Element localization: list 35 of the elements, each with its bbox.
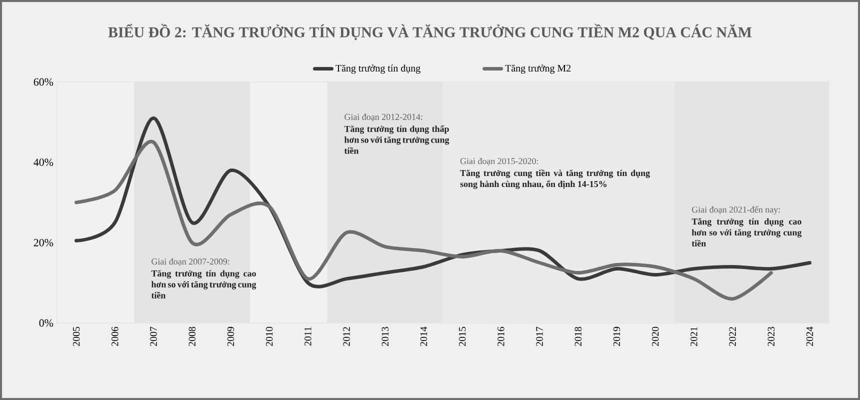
x-tick-label: 2009: [227, 326, 234, 346]
band-label: Giai đoạn 2021-đến nay:: [692, 206, 780, 214]
x-tick-label: 2012: [343, 327, 350, 346]
annotation: Tăng trưởng tín dụng cao hơn so với tăng trưởng cung tiền: [692, 218, 802, 246]
x-tick-label: 2011: [304, 327, 312, 346]
legend-label: Tăng trưởng M2: [505, 64, 571, 74]
y-tick-label: 60%: [34, 78, 54, 86]
x-tick-label: 2013: [382, 326, 388, 346]
x-tick-label: 2021: [690, 327, 698, 346]
x-tick-label: 2019: [613, 326, 620, 346]
legend-label: Tăng trưởng tín dụng: [336, 64, 420, 74]
x-tick-label: 2006: [112, 326, 118, 346]
annotation: Tăng trưởng tín dụng cao hơn so với tăng trưởng cung tiền: [151, 270, 256, 298]
x-tick-label: 2010: [266, 326, 273, 346]
x-tick-label: 2008: [188, 326, 196, 346]
chart-title: BIỂU ĐỒ 2: TĂNG TRƯỞNG TÍN DỤNG VÀ TĂNG TRƯỞNG CUNG TIỀN M2 QUA CÁC NĂM: [108, 24, 752, 40]
x-tick-label: 2015: [458, 326, 466, 346]
x-tick-label: 2007: [150, 326, 157, 346]
annotation: Tăng trưởng tín dụng thấp hơn so với tăng trưởng cung tiền: [344, 125, 450, 154]
y-tick-label: 0%: [39, 319, 54, 327]
x-tick-label: 2014: [420, 326, 428, 346]
x-tick-label: 2020: [652, 326, 659, 346]
x-tick-label: 2023: [768, 326, 774, 346]
x-tick-label: 2017: [536, 326, 543, 346]
x-tick-label: 2022: [729, 327, 736, 346]
y-tick-label: 40%: [34, 158, 54, 166]
x-tick-label: 2016: [498, 326, 504, 346]
annotation: Tăng trưởng cung tiền và tăng trưởng tín dụng song hành cùng nhau, ổn định 14-15%: [460, 169, 650, 189]
y-tick-label: 20%: [34, 238, 54, 246]
band-label: Giai đoạn 2015-2020:: [460, 158, 538, 166]
band-label: Giai đoạn 2012-2014:: [344, 114, 422, 122]
x-tick-label: 2005: [72, 326, 80, 346]
x-tick-label: 2018: [574, 326, 582, 346]
x-tick-label: 2024: [806, 326, 814, 346]
band-label: Giai đoạn 2007-2009:: [152, 258, 230, 266]
